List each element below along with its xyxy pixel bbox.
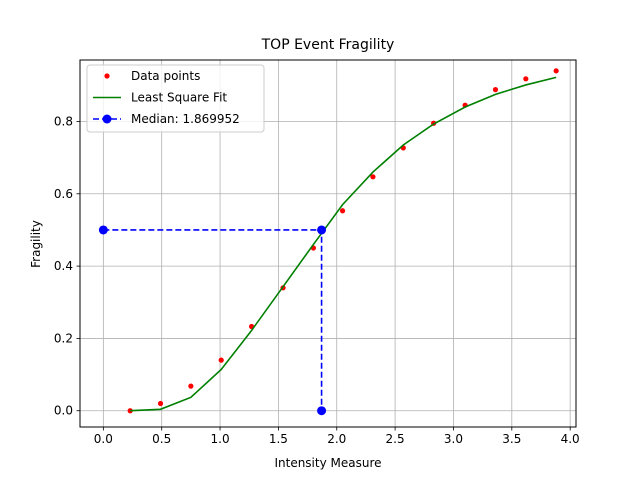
x-tick-label: 2.0 [327,432,346,446]
median-point [317,406,327,416]
y-tick-label: 0.0 [54,404,73,418]
legend-marker-median [102,114,112,124]
data-point [553,68,559,74]
y-tick-label: 0.2 [54,331,73,345]
x-tick-label: 4.0 [561,432,580,446]
x-tick-label: 3.0 [444,432,463,446]
data-point [188,383,194,389]
data-point [339,208,346,214]
x-tick-label: 0.5 [152,432,171,446]
data-point [523,76,529,82]
data-point [492,87,499,93]
legend-label: Least Square Fit [131,91,227,105]
x-axis-label: Intensity Measure [274,456,381,470]
plot-frame [79,59,577,428]
x-tick-label: 3.5 [502,432,521,446]
legend-label: Data points [131,69,200,83]
legend-box [86,64,265,133]
median-point [317,225,327,235]
y-axis-label: Fragility [29,220,43,268]
legend-marker-data-points [104,73,110,79]
data-point [370,174,376,180]
y-tick-label: 0.8 [54,114,73,128]
data-point [218,357,224,363]
x-tick-label: 1.0 [211,432,230,446]
legend-label: Median: 1.869952 [131,112,240,126]
y-tick-label: 0.4 [54,259,73,273]
y-tick-label: 0.6 [54,187,73,201]
grid [80,60,576,427]
x-tick-label: 0.0 [94,432,113,446]
series-layer [98,68,559,416]
x-tick-label: 1.5 [269,432,288,446]
fit-line [130,76,557,412]
median-point [98,225,108,235]
x-tick-label: 2.5 [386,432,405,446]
legend: Data points Least Square Fit Median: 1.869… [86,64,265,133]
data-point [157,400,164,407]
chart-title: TOP Event Fragility [261,37,395,53]
axis-ticks: 0.0 0.5 1.0 1.5 2.0 2.5 3.0 3.5 4.0 0.0 0.2 0.4 0.6 0… [54,114,580,446]
